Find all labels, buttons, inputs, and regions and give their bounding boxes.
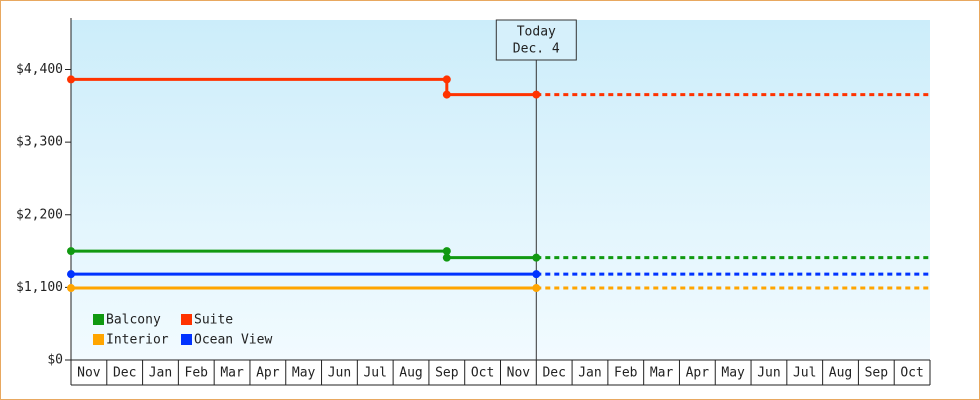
legend-swatch <box>93 314 104 325</box>
point <box>67 270 75 279</box>
today-label: Today <box>517 25 556 40</box>
y-tick-label: $3,300 <box>16 135 63 150</box>
today-label: Dec. 4 <box>513 42 560 57</box>
y-tick-label: $1,100 <box>16 280 63 295</box>
legend-label: Suite <box>194 313 233 328</box>
point <box>67 284 75 293</box>
x-tick-label: May <box>292 366 316 381</box>
x-tick-label: May <box>721 366 745 381</box>
today-box <box>495 19 577 61</box>
legend-label: Interior <box>106 333 169 348</box>
plot-area <box>71 20 930 360</box>
x-tick-label: Jan <box>149 366 172 381</box>
point <box>442 75 451 84</box>
legend-label: Ocean View <box>194 333 272 348</box>
x-tick-label: Mar <box>650 366 674 381</box>
x-tick-label: Oct <box>471 366 494 381</box>
point <box>532 270 541 279</box>
x-tick-label: Nov <box>507 366 531 381</box>
point <box>532 253 541 262</box>
legend-swatch <box>93 334 104 345</box>
x-tick-label: Nov <box>77 366 101 381</box>
x-tick-label: Dec <box>113 366 136 381</box>
y-tick-label: $0 <box>47 353 63 368</box>
y-tick-label: $2,200 <box>16 207 63 222</box>
point <box>532 284 541 293</box>
point <box>442 247 451 256</box>
point <box>442 253 451 262</box>
x-tick-label: Aug <box>399 366 422 381</box>
x-tick-label: Jun <box>328 366 351 381</box>
x-tick-label: Jun <box>757 366 780 381</box>
x-tick-label: Apr <box>256 366 280 381</box>
x-tick-label: Sep <box>435 366 459 381</box>
x-tick-label: Jul <box>363 366 386 381</box>
y-tick-label: $4,400 <box>16 62 63 77</box>
x-tick-label: Feb <box>614 366 638 381</box>
point <box>67 75 75 84</box>
x-tick-label: Aug <box>829 366 852 381</box>
point <box>442 90 451 99</box>
x-tick-label: Mar <box>220 366 244 381</box>
series-line <box>71 77 537 97</box>
x-tick-label: Feb <box>185 366 209 381</box>
point <box>67 247 75 256</box>
x-tick-label: Sep <box>865 366 889 381</box>
x-tick-label: Apr <box>686 366 710 381</box>
legend-label: Balcony <box>106 313 161 328</box>
x-tick-label: Jan <box>578 366 601 381</box>
legend-swatch <box>181 334 192 345</box>
legend-swatch <box>181 314 192 325</box>
x-tick-label: Jul <box>793 366 816 381</box>
x-tick-label: Oct <box>900 366 923 381</box>
point <box>532 90 541 99</box>
x-tick-label: Dec <box>542 366 565 381</box>
